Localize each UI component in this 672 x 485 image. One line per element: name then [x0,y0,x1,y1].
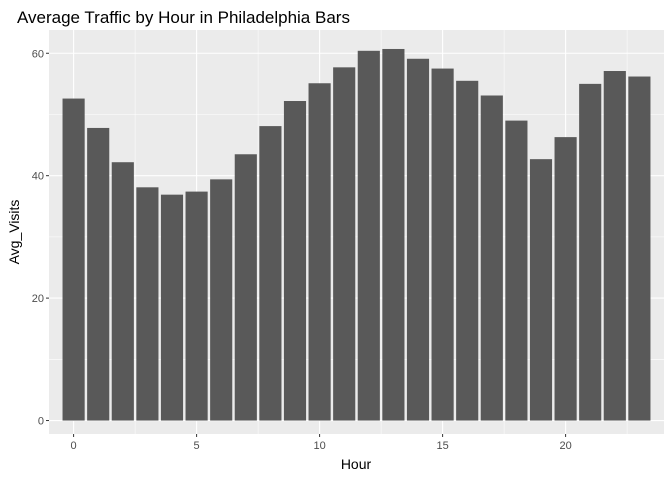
bar [628,76,651,421]
y-tick-label: 40 [32,171,44,183]
y-axis: 0 20 40 60 [32,48,49,428]
bar [480,95,503,421]
bar [431,68,454,421]
bar [308,83,331,421]
bar [210,179,233,421]
bar [529,159,553,421]
bar [456,80,479,421]
x-tick-label: 20 [559,440,571,452]
x-tick-label: 0 [71,440,77,452]
bar [160,194,184,421]
chart-title: Average Traffic by Hour in Philadelphia … [17,8,350,27]
bars [62,48,651,421]
bar [87,127,110,421]
bar [283,101,307,421]
x-axis: 0 5 10 15 20 [71,434,572,452]
y-tick-label: 60 [32,48,44,60]
bar [505,120,528,421]
y-tick-label: 0 [38,416,44,428]
bar [333,67,356,421]
y-axis-title: Avg_Visits [6,200,22,265]
x-axis-title: Hour [341,456,372,472]
bar [579,83,602,421]
bar [259,126,282,421]
x-tick-label: 15 [436,440,448,452]
bar [406,58,430,421]
x-tick-label: 10 [313,440,325,452]
bar [382,48,405,421]
bar [111,162,134,421]
x-tick-label: 5 [194,440,200,452]
bar [62,98,85,421]
bar [234,154,257,421]
bar [357,50,380,421]
bar [136,187,159,421]
bar [185,191,208,421]
y-tick-label: 20 [32,293,44,305]
bar [603,71,626,421]
bar [554,137,577,421]
